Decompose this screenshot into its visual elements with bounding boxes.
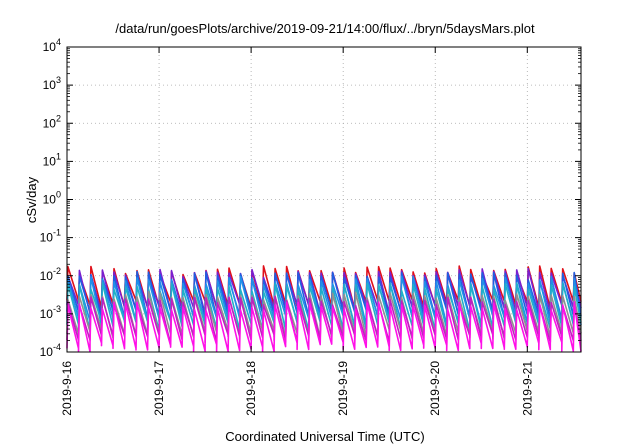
x-tick-label: 2019-9-20 — [428, 361, 442, 416]
y-tick-label: 10-2 — [40, 266, 61, 283]
y-tick-labels: 10-4 10-3 10-2 10-1 100 101 102 103 104 — [40, 37, 61, 359]
series-lines — [66, 265, 582, 353]
y-tick-label: 10-1 — [40, 228, 61, 245]
x-tick-label: 2019-9-19 — [336, 361, 350, 416]
x-tick-label: 2019-9-16 — [60, 361, 74, 416]
y-tick-label: 10-4 — [40, 342, 61, 359]
y-axis-title: cSv/day — [24, 176, 39, 223]
axis-ticks — [66, 46, 581, 353]
y-tick-label: 10-3 — [40, 304, 61, 321]
x-axis-title: Coordinated Universal Time (UTC) — [225, 429, 424, 444]
y-tick-label: 104 — [43, 37, 61, 54]
x-tick-label: 2019-9-21 — [520, 361, 534, 416]
series-line-2 — [66, 270, 582, 321]
x-tick-label: 2019-9-18 — [244, 361, 258, 416]
x-tick-labels: 2019-9-16 2019-9-17 2019-9-18 2019-9-19 2019… — [60, 361, 534, 416]
chart-title: /data/run/goesPlots/archive/2019-09-21/1… — [115, 21, 535, 36]
y-tick-label: 100 — [43, 190, 61, 207]
y-tick-label: 102 — [43, 113, 61, 130]
series-line-7 — [66, 301, 582, 353]
x-tick-label: 2019-9-17 — [152, 361, 166, 416]
y-tick-label: 101 — [43, 151, 61, 168]
y-tick-label: 103 — [43, 75, 61, 92]
